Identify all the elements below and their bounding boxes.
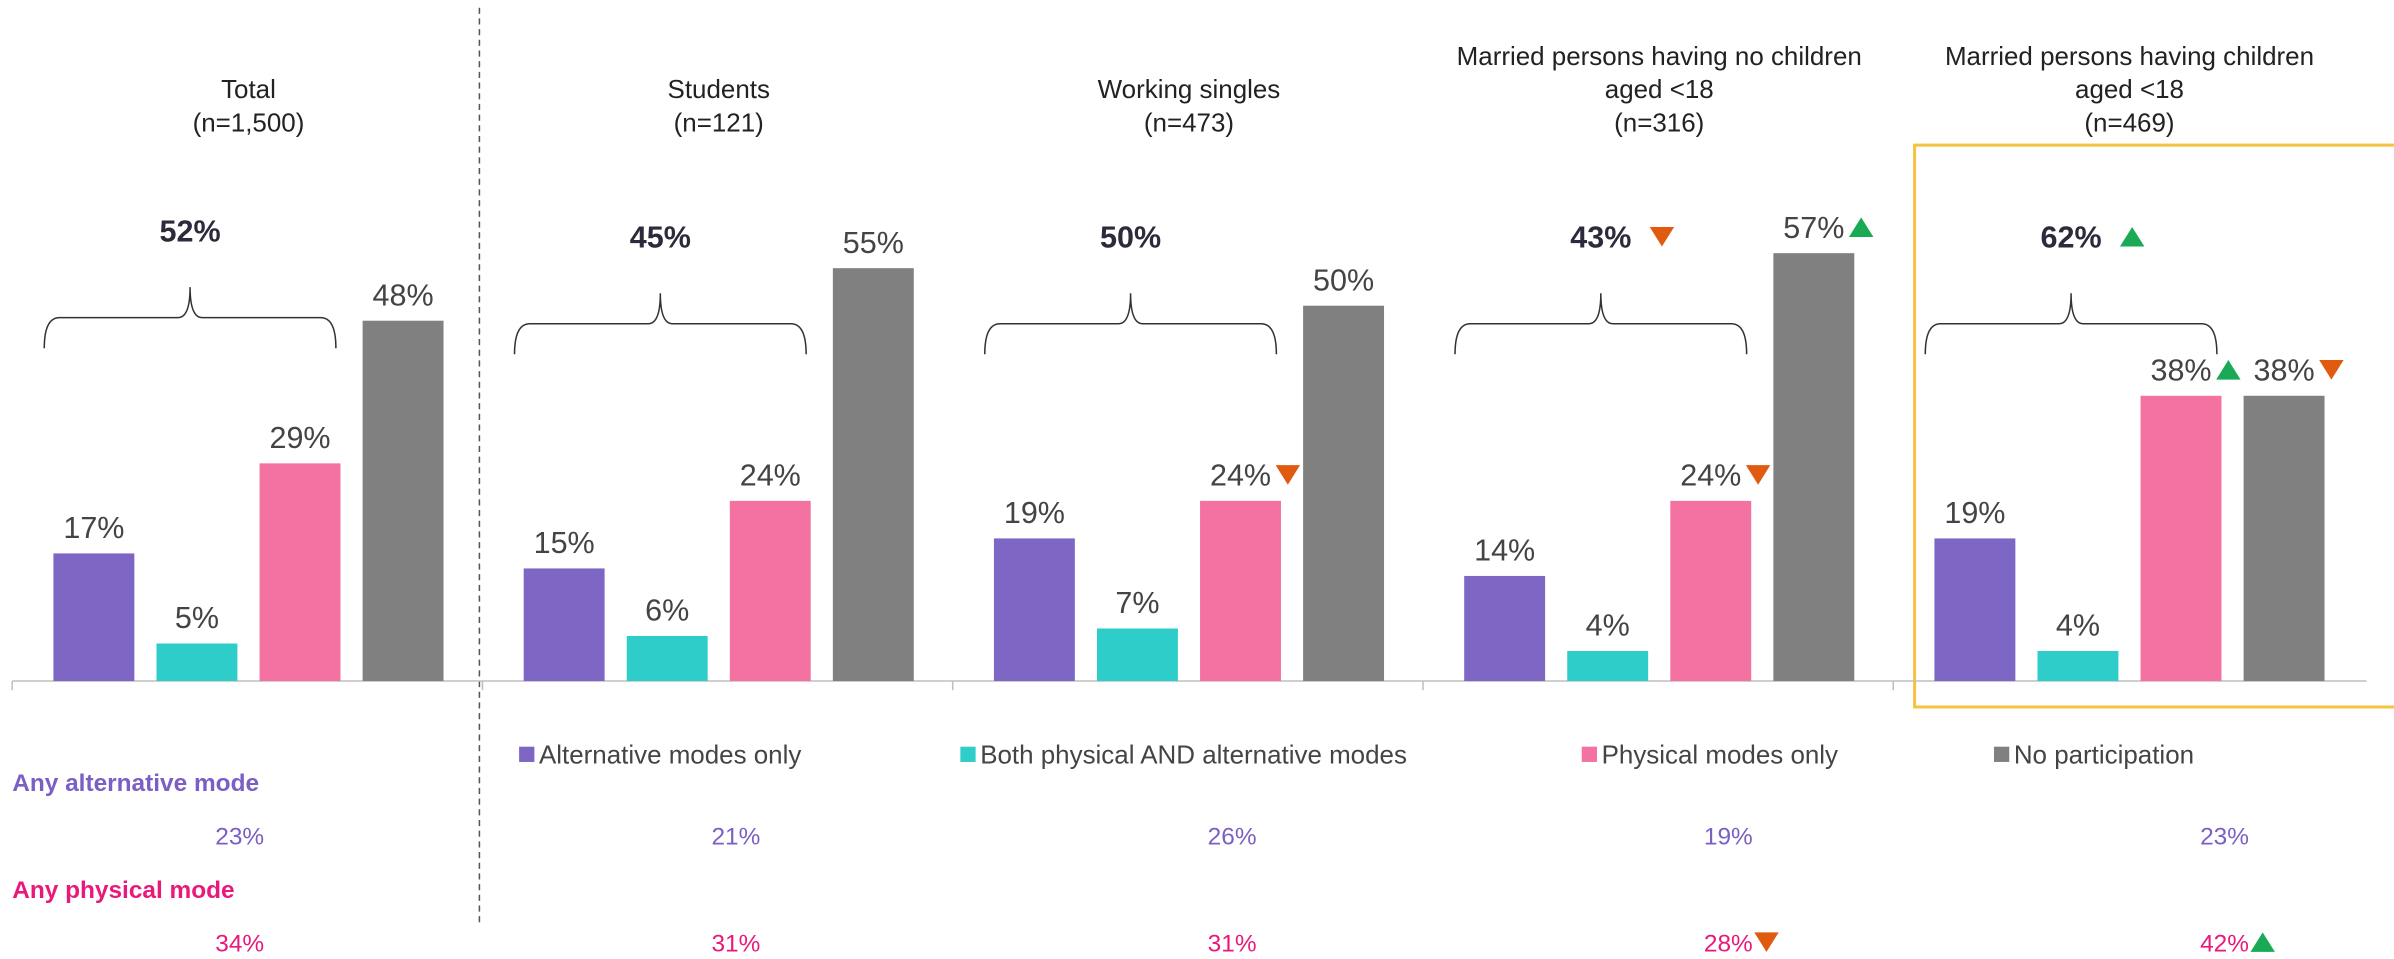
- data-label: 38%: [2150, 354, 2211, 388]
- group-title: Married persons having no children aged <…: [1457, 43, 1862, 104]
- bar: [1670, 500, 1752, 682]
- data-label: 50%: [1313, 263, 1374, 297]
- row-value: 26%: [1208, 823, 1257, 850]
- significance-marker-up: [2250, 932, 2275, 952]
- bracket: [43, 287, 337, 349]
- group-title: Married persons having children aged <18: [1945, 43, 2314, 104]
- data-label: 57%: [1783, 211, 1844, 245]
- legend-swatch: [960, 746, 976, 762]
- significance-marker-down: [1754, 932, 1779, 952]
- group-sample-size: (n=1,500): [193, 109, 305, 137]
- group-title: Students: [668, 76, 770, 104]
- significance-marker-down: [1649, 226, 1675, 247]
- total-label: 45%: [630, 220, 691, 254]
- group-sample-size: (n=316): [1614, 109, 1704, 137]
- data-label: 6%: [645, 594, 689, 628]
- row-label: Any alternative mode: [12, 770, 259, 797]
- row-value: 28%: [1704, 930, 1753, 957]
- total-label: 43%: [1570, 220, 1631, 254]
- total-label: 50%: [1100, 220, 1161, 254]
- bar: [1567, 651, 1649, 682]
- legend-label: Both physical AND alternative modes: [980, 741, 1407, 769]
- significance-marker-up: [2119, 226, 2145, 247]
- data-label: 17%: [63, 511, 124, 545]
- row-value: 34%: [215, 930, 264, 957]
- bar: [832, 268, 914, 682]
- bar: [1464, 575, 1546, 682]
- legend-label: Physical modes only: [1602, 741, 1838, 769]
- bar: [2140, 395, 2222, 682]
- data-label: 14%: [1474, 534, 1535, 568]
- data-label: 19%: [1944, 496, 2005, 530]
- data-label: 38%: [2254, 354, 2315, 388]
- bracket: [984, 293, 1278, 355]
- data-label: 7%: [1115, 586, 1159, 620]
- bar: [156, 643, 238, 682]
- bar: [362, 320, 444, 682]
- bar: [2243, 395, 2325, 682]
- data-label: 48%: [373, 278, 434, 312]
- data-label: 15%: [534, 526, 595, 560]
- data-label: 4%: [2056, 609, 2100, 643]
- significance-marker-down: [1745, 465, 1771, 485]
- group-sample-size: (n=121): [674, 109, 764, 137]
- bar: [259, 463, 341, 682]
- total-label: 52%: [160, 214, 221, 248]
- bar: [1096, 628, 1178, 682]
- bar: [2037, 651, 2119, 682]
- legend-label: Alternative modes only: [539, 741, 801, 769]
- row-label: Any physical mode: [12, 877, 234, 904]
- group-sample-size: (n=473): [1144, 109, 1234, 137]
- legend-swatch: [1993, 746, 2010, 762]
- row-value: 31%: [1208, 930, 1257, 957]
- significance-marker-down: [1275, 465, 1301, 485]
- significance-marker-up: [2216, 360, 2241, 380]
- bar: [626, 635, 708, 682]
- group-title: Total: [221, 76, 276, 104]
- row-value: 21%: [711, 823, 760, 850]
- row-value: 42%: [2200, 930, 2249, 957]
- highlight-box: [1913, 143, 2394, 709]
- data-label: 29%: [269, 421, 330, 455]
- bar: [1773, 253, 1855, 682]
- bracket: [513, 293, 807, 355]
- bracket: [1454, 293, 1748, 355]
- legend-swatch: [519, 746, 535, 762]
- bar: [53, 553, 135, 682]
- row-value: 31%: [711, 930, 760, 957]
- significance-marker-up: [1848, 217, 1874, 237]
- data-label: 19%: [1004, 496, 1065, 530]
- row-value: 23%: [2200, 823, 2249, 850]
- group-sample-size: (n=469): [2084, 109, 2174, 137]
- row-value: 19%: [1704, 823, 1753, 850]
- bracket: [1924, 293, 2218, 355]
- data-label: 24%: [740, 459, 801, 493]
- group-title: Working singles: [1098, 76, 1281, 104]
- legend-label: No participation: [2014, 741, 2194, 769]
- total-label: 62%: [2041, 220, 2102, 254]
- data-label: 55%: [843, 226, 904, 260]
- data-label: 4%: [1586, 609, 1630, 643]
- significance-marker-down: [2319, 360, 2344, 380]
- row-value: 23%: [215, 823, 264, 850]
- data-label: 5%: [175, 601, 219, 635]
- bar: [1200, 500, 1281, 682]
- data-label: 24%: [1680, 459, 1741, 493]
- bar: [523, 568, 605, 682]
- legend-swatch: [1581, 746, 1598, 762]
- bar: [1934, 538, 2016, 682]
- bar: [729, 500, 811, 682]
- bar: [993, 538, 1075, 682]
- data-label: 24%: [1210, 459, 1271, 493]
- bar: [1303, 305, 1385, 682]
